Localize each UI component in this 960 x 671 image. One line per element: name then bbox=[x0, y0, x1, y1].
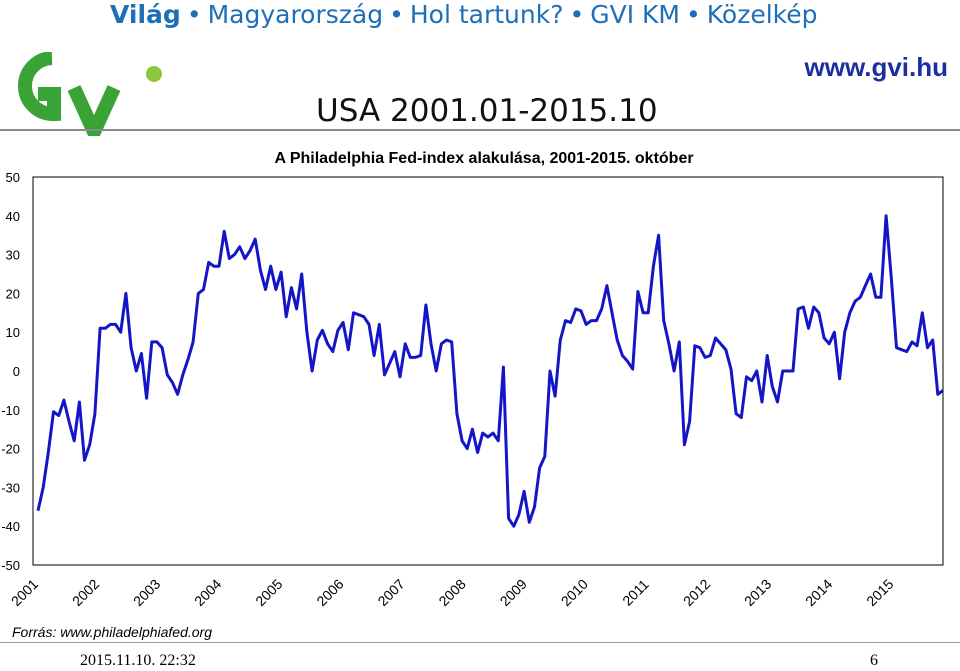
x-tick-label: 2012 bbox=[680, 576, 713, 609]
y-tick-label: 40 bbox=[6, 209, 20, 224]
nav-item-vilag[interactable]: Világ bbox=[110, 0, 181, 29]
nav-item-gvi-km[interactable]: GVI KM bbox=[590, 0, 680, 29]
x-tick-label: 2007 bbox=[374, 576, 407, 609]
nav-item-hol-tartunk[interactable]: Hol tartunk? bbox=[409, 0, 564, 29]
y-tick-label: -50 bbox=[1, 558, 20, 573]
header-divider bbox=[0, 129, 960, 131]
chart-title: A Philadelphia Fed-index alakulása, 2001… bbox=[274, 150, 693, 167]
top-navigation: Világ • Magyarország • Hol tartunk? • GVI KM • K… bbox=[110, 0, 817, 29]
y-tick-label: 30 bbox=[6, 248, 20, 263]
y-tick-label: -40 bbox=[1, 519, 20, 534]
y-tick-label: -30 bbox=[1, 480, 20, 495]
x-tick-label: 2005 bbox=[252, 576, 285, 609]
plot-area-frame bbox=[32, 176, 944, 566]
y-axis: 50 40 30 20 10 0 -10 -20 -30 -40 -50 bbox=[1, 170, 20, 573]
x-tick-label: 2014 bbox=[802, 576, 835, 609]
x-tick-label: 2004 bbox=[191, 576, 224, 609]
x-tick-label: 2002 bbox=[69, 576, 102, 609]
x-tick-label: 2006 bbox=[313, 576, 346, 609]
timestamp: 2015.11.10. 22:32 bbox=[80, 652, 196, 669]
page-number: 6 bbox=[870, 652, 878, 669]
x-tick-label: 2011 bbox=[619, 576, 652, 609]
y-tick-label: -20 bbox=[1, 442, 20, 457]
y-tick-label: 50 bbox=[6, 170, 20, 185]
y-tick-label: 0 bbox=[13, 364, 20, 379]
x-tick-label: 2015 bbox=[863, 576, 896, 609]
x-tick-label: 2010 bbox=[558, 576, 591, 609]
x-tick-label: 2008 bbox=[435, 576, 468, 609]
nav-separator: • bbox=[569, 0, 585, 29]
series-layer bbox=[36, 214, 944, 528]
site-url[interactable]: www.gvi.hu bbox=[804, 52, 948, 82]
nav-separator: • bbox=[686, 0, 701, 29]
x-tick-label: 2009 bbox=[497, 576, 530, 609]
nav-separator: • bbox=[389, 0, 404, 29]
y-tick-label: 10 bbox=[6, 325, 20, 340]
series-line bbox=[36, 214, 944, 528]
nav-separator: • bbox=[186, 0, 202, 29]
gvi-logo bbox=[18, 52, 162, 136]
x-tick-label: 2003 bbox=[130, 576, 163, 609]
nav-item-magyarorszag[interactable]: Magyarország bbox=[207, 0, 384, 29]
y-tick-label: -10 bbox=[1, 403, 20, 418]
x-tick-label: 2013 bbox=[741, 576, 774, 609]
x-axis: 2001 2002 2003 2004 2005 2006 2007 2008 2009 2010… bbox=[8, 576, 897, 609]
x-tick-label: 2001 bbox=[8, 576, 41, 609]
footer-divider bbox=[0, 642, 960, 643]
nav-item-kozelkep[interactable]: Közelkép bbox=[706, 0, 818, 29]
y-tick-label: 20 bbox=[6, 286, 20, 301]
page-subtitle: USA 2001.01-2015.10 bbox=[316, 93, 658, 129]
source-note: Forrás: www.philadelphiafed.org bbox=[12, 624, 212, 640]
